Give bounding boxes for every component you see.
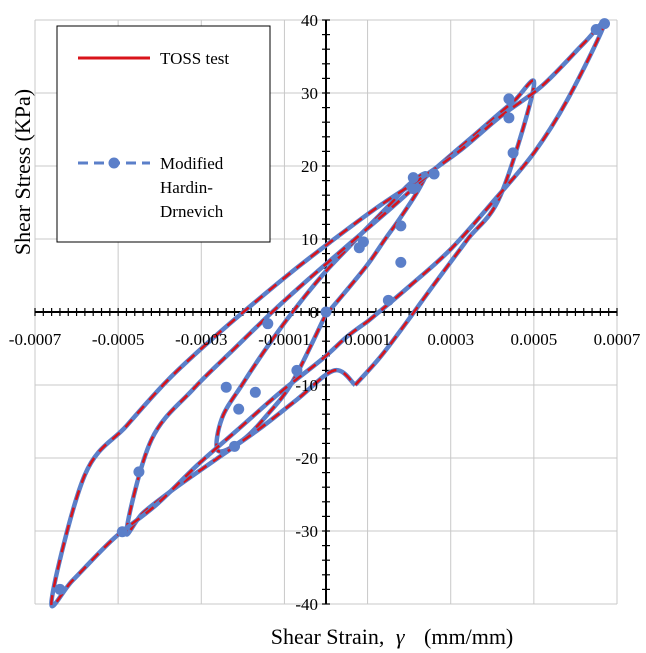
model-marker-13 bbox=[320, 306, 332, 318]
x-tick-label-2: -0.0003 bbox=[175, 330, 227, 349]
x-axis-title-main: Shear Strain, bbox=[271, 624, 385, 649]
y-tick-label-2: -20 bbox=[295, 449, 318, 468]
model-marker-3 bbox=[503, 112, 515, 124]
y-tick-label-5: 10 bbox=[301, 230, 318, 249]
model-marker-1 bbox=[590, 23, 602, 35]
model-marker-19 bbox=[220, 381, 232, 393]
y-axis-title: Shear Stress (KPa) bbox=[10, 89, 35, 255]
tick-labels: -0.0007 -0.0005 -0.0003 -0.0001 0.0001 0.0003… bbox=[9, 11, 641, 614]
model-marker-0 bbox=[599, 18, 611, 30]
x-axis-title-symbol: γ bbox=[396, 624, 406, 649]
y-tick-label-4: 0 bbox=[310, 303, 319, 322]
toss-loop-1 bbox=[125, 79, 536, 536]
x-tick-label-1: -0.0005 bbox=[92, 330, 144, 349]
x-axis-title-unit: (mm/mm) bbox=[424, 624, 513, 649]
model-marker-4 bbox=[503, 93, 515, 105]
model-marker-18 bbox=[229, 440, 241, 452]
x-axis-title: Shear Strain, γ (mm/mm) bbox=[271, 624, 514, 649]
x-tick-label-7: 0.0007 bbox=[594, 330, 641, 349]
legend-label-model-line1: Modified bbox=[160, 154, 224, 173]
toss-loop-2 bbox=[50, 20, 607, 608]
model-marker-9 bbox=[395, 256, 407, 268]
legend-label-toss: TOSS test bbox=[160, 49, 229, 68]
series-layer bbox=[49, 18, 611, 609]
legend: TOSS test Modified Hardin- Drnevich bbox=[56, 25, 271, 243]
model-marker-12 bbox=[353, 242, 365, 254]
legend-box bbox=[56, 25, 271, 243]
legend-marker-model bbox=[108, 157, 120, 169]
y-tick-label-1: -30 bbox=[295, 522, 318, 541]
y-tick-label-0: -40 bbox=[295, 595, 318, 614]
x-tick-label-3: -0.0001 bbox=[258, 330, 310, 349]
model-marker-14 bbox=[291, 364, 303, 376]
y-tick-label-8: 40 bbox=[301, 11, 318, 30]
y-tick-label-6: 20 bbox=[301, 157, 318, 176]
model-marker-7 bbox=[407, 183, 419, 195]
model-marker-5 bbox=[428, 168, 440, 180]
model-marker-21 bbox=[116, 526, 128, 538]
model-marker-17 bbox=[233, 403, 245, 415]
x-tick-label-0: -0.0007 bbox=[9, 330, 62, 349]
model-marker-2 bbox=[507, 147, 519, 159]
model-marker-16 bbox=[249, 386, 261, 398]
x-tick-label-6: 0.0005 bbox=[510, 330, 557, 349]
model-marker-20 bbox=[133, 466, 145, 478]
model-marker-6 bbox=[407, 172, 419, 184]
y-tick-label-7: 30 bbox=[301, 84, 318, 103]
model-marker-10 bbox=[382, 294, 394, 306]
legend-label-model-line2: Hardin- bbox=[160, 178, 213, 197]
legend-label-model-line3: Drnevich bbox=[160, 202, 224, 221]
model-marker-22 bbox=[54, 583, 66, 595]
model-marker-8 bbox=[395, 220, 407, 232]
x-tick-label-4: 0.0001 bbox=[344, 330, 391, 349]
x-tick-label-5: 0.0003 bbox=[427, 330, 474, 349]
model-marker-15 bbox=[262, 318, 274, 330]
y-tick-label-3: -10 bbox=[295, 376, 318, 395]
